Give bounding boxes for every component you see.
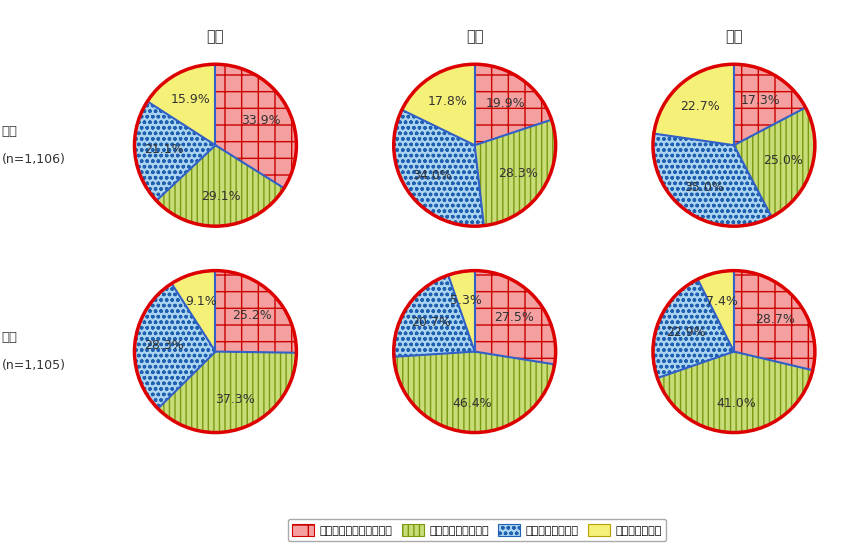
Wedge shape [215, 270, 297, 353]
Text: 15.9%: 15.9% [171, 93, 211, 106]
Wedge shape [654, 64, 734, 145]
Wedge shape [172, 270, 215, 352]
Wedge shape [394, 352, 555, 433]
Text: 37.3%: 37.3% [215, 393, 255, 406]
Wedge shape [448, 270, 475, 352]
Text: 28.3%: 28.3% [144, 339, 184, 353]
Wedge shape [734, 64, 805, 145]
Wedge shape [215, 64, 297, 188]
Wedge shape [475, 64, 551, 145]
Text: 27.5%: 27.5% [494, 311, 534, 325]
Wedge shape [156, 145, 284, 226]
Wedge shape [134, 102, 215, 200]
Wedge shape [653, 134, 772, 226]
Wedge shape [734, 270, 815, 370]
Text: 35.0%: 35.0% [684, 181, 724, 194]
Text: 日本: 日本 [2, 125, 17, 138]
Text: 33.9%: 33.9% [241, 114, 281, 126]
Text: 22.7%: 22.7% [680, 99, 720, 113]
Wedge shape [475, 270, 556, 364]
Wedge shape [147, 64, 215, 145]
Legend: 非常に大きな抵抗がある, ある程度抵抗がある, あまり抵抗はない, 全く抵抗はない: 非常に大きな抵抗がある, ある程度抵抗がある, あまり抵抗はない, 全く抵抗はな… [288, 519, 666, 541]
Wedge shape [698, 270, 734, 352]
Text: 46.4%: 46.4% [453, 397, 492, 410]
Wedge shape [402, 64, 475, 145]
Text: (n=1,106): (n=1,106) [2, 152, 66, 166]
Text: 19.9%: 19.9% [486, 97, 525, 110]
Text: 41.0%: 41.0% [717, 397, 756, 410]
Wedge shape [394, 275, 475, 357]
Text: 34.0%: 34.0% [413, 169, 453, 182]
Text: 29.1%: 29.1% [200, 190, 240, 203]
Text: 22.9%: 22.9% [666, 326, 706, 338]
Wedge shape [475, 120, 556, 226]
Text: 9.1%: 9.1% [185, 295, 217, 309]
Wedge shape [734, 108, 815, 217]
Text: 5.3%: 5.3% [450, 294, 482, 307]
Title: 上司: 上司 [206, 29, 225, 44]
Title: 同僚: 同僚 [466, 29, 484, 44]
Text: (n=1,105): (n=1,105) [2, 359, 66, 372]
Wedge shape [657, 352, 812, 433]
Text: 25.0%: 25.0% [764, 154, 804, 167]
Wedge shape [653, 279, 734, 378]
Text: 21.1%: 21.1% [144, 144, 184, 156]
Text: 7.4%: 7.4% [706, 295, 738, 307]
Text: 28.7%: 28.7% [754, 313, 794, 326]
Wedge shape [158, 352, 297, 433]
Text: 20.7%: 20.7% [412, 316, 452, 330]
Text: 17.8%: 17.8% [427, 95, 467, 108]
Text: 17.3%: 17.3% [740, 94, 780, 108]
Text: 28.3%: 28.3% [499, 167, 538, 179]
Title: 部下: 部下 [725, 29, 743, 44]
Text: 米国: 米国 [2, 331, 17, 344]
Wedge shape [134, 284, 215, 408]
Text: 25.2%: 25.2% [232, 309, 272, 322]
Wedge shape [394, 110, 484, 226]
